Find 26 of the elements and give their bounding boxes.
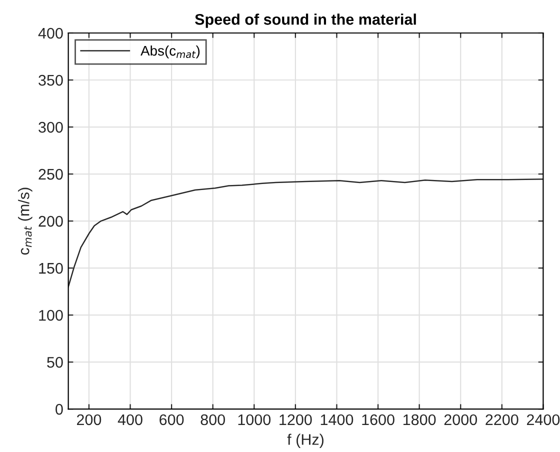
x-tick-label: 2000 (444, 414, 478, 426)
x-tick-label: 2400 (526, 414, 560, 426)
y-tick-label: 400 (38, 28, 63, 39)
x-axis-title: f (Hz) (287, 434, 324, 448)
x-tick-label: 1400 (320, 414, 354, 426)
chart-title: Speed of sound in the material (195, 14, 416, 28)
y-tick-label: 150 (39, 262, 63, 274)
x-tick-label: 1000 (238, 414, 271, 426)
line-series (68, 178, 544, 288)
y-tick-label: 0 (56, 404, 63, 415)
x-tick-label: 800 (200, 414, 225, 426)
x-tick-label: 400 (118, 414, 142, 426)
y-tick-label: 250 (38, 168, 63, 180)
y-tick-label: 300 (38, 122, 63, 133)
x-tick-label: 1800 (403, 414, 436, 426)
y-tick-label: 200 (38, 216, 63, 227)
x-tick-label: 1600 (362, 414, 394, 426)
y-tick-label: 50 (47, 356, 63, 368)
x-tick-label: 200 (76, 414, 102, 426)
y-axis-title: c$_{mat}$ (m/s) (18, 188, 32, 255)
x-tick-label: 2200 (486, 414, 518, 426)
y-tick-label: 350 (38, 74, 63, 86)
x-tick-label: 600 (160, 414, 184, 426)
y-tick-label: 100 (39, 310, 63, 321)
x-tick-label: 1200 (280, 414, 312, 426)
legend-label: Abs(c$_{mat}$) (140, 45, 200, 58)
